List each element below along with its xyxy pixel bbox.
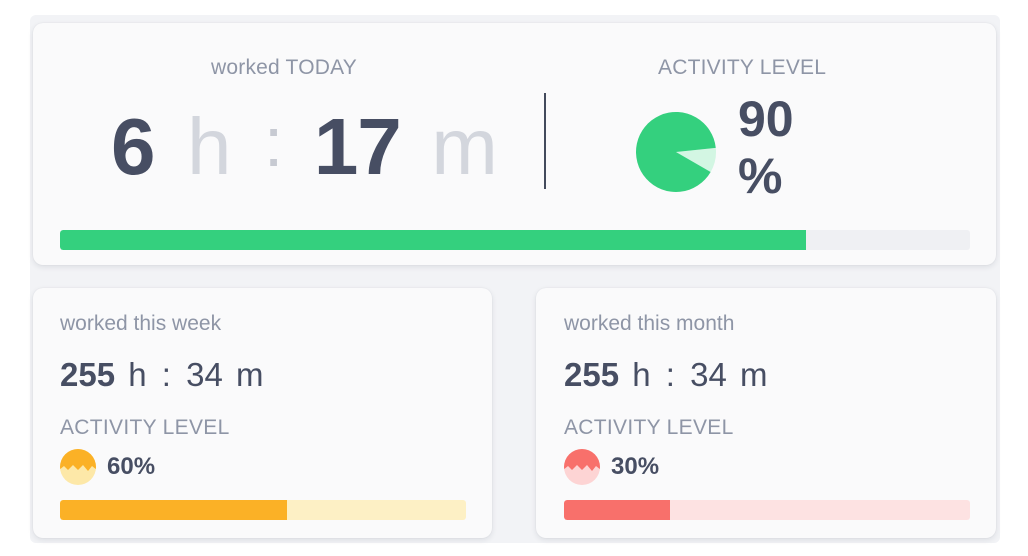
vertical-divider <box>544 93 546 189</box>
week-hours-unit: h <box>128 356 147 393</box>
pie-remaining-slice <box>676 147 716 172</box>
month-time-separator: : <box>665 356 675 393</box>
today-minutes-unit: m <box>431 102 498 191</box>
worked-this-month-label: worked this month <box>564 312 735 335</box>
pie-activity-slice <box>636 111 716 192</box>
today-minutes-value: 17 <box>313 102 402 191</box>
month-minutes-unit: m <box>740 356 768 393</box>
today-time-display: 6 h : 17 m <box>111 101 498 201</box>
week-hours-value: 255 <box>60 356 116 393</box>
week-minutes-value: 34 <box>186 356 223 393</box>
week-activity-icon <box>60 449 96 485</box>
today-activity-percent-sign: % <box>738 148 783 204</box>
month-minutes-value: 34 <box>690 356 727 393</box>
week-progress-bar <box>60 500 466 520</box>
month-hours-unit: h <box>632 356 651 393</box>
worked-this-week-label: worked this week <box>60 312 222 335</box>
month-progress-bar <box>564 500 970 520</box>
week-progress-fill <box>60 500 288 520</box>
month-activity-icon <box>564 449 600 485</box>
month-card: worked this month 255 h : 34 m ACTIVITY … <box>536 288 996 538</box>
week-activity-percent: 60% <box>107 453 156 480</box>
activity-level-label: ACTIVITY LEVEL <box>658 56 827 79</box>
icon-accent-region <box>564 449 600 471</box>
today-hours-unit: h <box>186 102 232 191</box>
month-activity-level-label: ACTIVITY LEVEL <box>564 416 734 439</box>
today-card: worked TODAY ACTIVITY LEVEL 6 h : 17 m 9… <box>33 23 996 265</box>
week-time-separator: : <box>161 356 171 393</box>
week-minutes-unit: m <box>236 356 264 393</box>
week-time-display: 255 h : 34 m <box>60 356 264 394</box>
month-progress-fill <box>564 500 670 520</box>
month-time-display: 255 h : 34 m <box>564 356 768 394</box>
today-progress-bar <box>60 230 970 250</box>
week-activity-level-label: ACTIVITY LEVEL <box>60 416 230 439</box>
today-time-separator: : <box>263 103 284 181</box>
today-progress-fill <box>60 230 807 250</box>
week-card: worked this week 255 h : 34 m ACTIVITY L… <box>33 288 492 538</box>
icon-accent-region <box>60 449 96 471</box>
today-activity-percent: 90 % <box>738 91 818 205</box>
month-activity-percent: 30% <box>611 453 660 480</box>
worked-today-label: worked TODAY <box>211 56 357 79</box>
month-hours-value: 255 <box>564 356 620 393</box>
today-activity-pie <box>636 111 716 192</box>
today-hours-value: 6 <box>111 102 155 191</box>
today-activity-value: 90 <box>738 91 794 147</box>
